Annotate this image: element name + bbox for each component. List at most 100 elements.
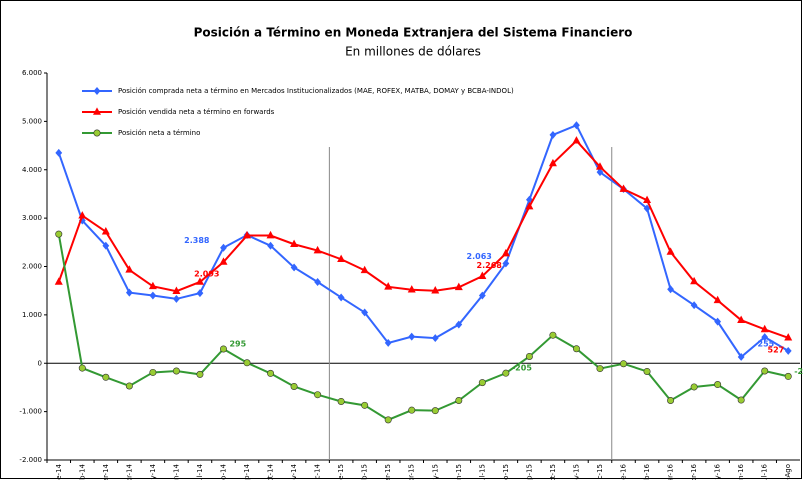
marker [337, 397, 345, 405]
x-tick-label: May-16 [714, 463, 722, 480]
marker [55, 230, 63, 238]
x-tick-label: Abr-15 [408, 464, 416, 480]
marker [195, 277, 204, 285]
marker [737, 315, 746, 323]
marker [172, 286, 181, 294]
marker [643, 367, 651, 375]
marker [455, 396, 463, 404]
y-tick-label: 5.000 [22, 117, 42, 125]
x-tick-label: Ene-15 [337, 464, 345, 480]
marker [101, 227, 110, 235]
legend-label: Posición comprada neta a término en Merc… [118, 87, 514, 95]
marker [267, 369, 275, 377]
marker [548, 158, 557, 167]
x-tick-label: Abr-16 [690, 463, 698, 480]
marker [760, 324, 769, 333]
marker [314, 391, 322, 399]
marker [596, 365, 604, 373]
marker [54, 277, 63, 285]
data-label: 527 [768, 345, 785, 354]
x-tick-label: Dic-15 [596, 464, 604, 480]
marker [595, 162, 604, 170]
marker [361, 308, 369, 317]
y-tick-label: 2.000 [22, 263, 42, 271]
marker [643, 204, 651, 213]
x-tick-label: Jul-15 [478, 464, 486, 480]
marker [784, 372, 792, 380]
marker [714, 381, 722, 389]
marker [93, 129, 101, 137]
marker [290, 239, 299, 248]
marker [337, 254, 346, 263]
marker [290, 263, 298, 272]
marker [761, 333, 769, 342]
marker [784, 333, 793, 341]
x-tick-label: Abr-14 [125, 463, 133, 480]
marker [92, 107, 102, 115]
legend-label: Posición neta a término [118, 129, 200, 137]
series-line [57, 123, 789, 359]
series-line [57, 233, 789, 421]
marker [549, 130, 557, 139]
data-label: -272 [794, 367, 803, 376]
marker [478, 291, 486, 300]
marker [78, 364, 86, 372]
x-tick-label: Sep-14 [243, 463, 251, 480]
data-label: 2.093 [194, 270, 219, 279]
marker [431, 407, 439, 415]
marker [243, 230, 252, 239]
marker [148, 281, 157, 290]
marker [431, 286, 440, 294]
x-tick-label: Jul-16 [761, 463, 769, 480]
chart-title: Posición a Término en Moneda Extranjera … [194, 26, 633, 40]
x-tick-label: Jun-16 [737, 463, 745, 480]
marker [549, 331, 557, 339]
marker [290, 382, 298, 390]
marker [572, 345, 580, 353]
marker [525, 201, 534, 210]
marker [384, 338, 392, 347]
data-label: -205 [512, 364, 532, 373]
marker [407, 285, 416, 293]
x-tick-label: Jul-14 [196, 463, 204, 480]
x-tick-label: Mar-15 [384, 464, 392, 480]
marker [55, 148, 63, 157]
marker [172, 367, 180, 375]
marker [690, 276, 699, 285]
marker [713, 295, 722, 304]
marker [761, 367, 769, 375]
marker [620, 360, 628, 368]
y-tick-label: 1.000 [22, 311, 42, 319]
y-tick-label: -1.000 [19, 408, 42, 416]
marker [78, 211, 87, 219]
x-tick-label: Oct-15 [549, 464, 557, 480]
data-label: 255 [758, 339, 775, 348]
marker [125, 382, 133, 390]
marker [454, 282, 463, 291]
marker [219, 345, 227, 353]
y-tick-label: 4.000 [22, 166, 42, 174]
marker [149, 368, 157, 376]
marker [337, 293, 345, 302]
marker [266, 230, 275, 239]
x-tick-label: Dic-14 [314, 463, 322, 480]
marker [501, 248, 510, 257]
legend-label: Posición vendida neta a término en forwa… [118, 108, 275, 116]
marker [173, 294, 180, 303]
series-line [57, 139, 789, 339]
marker [666, 247, 675, 255]
marker [102, 241, 110, 250]
data-label: 2.063 [467, 252, 492, 261]
marker [408, 406, 416, 414]
marker [384, 416, 392, 424]
marker [125, 288, 133, 297]
marker [196, 370, 204, 378]
marker [102, 373, 110, 381]
marker [93, 87, 101, 95]
marker [360, 265, 369, 274]
marker [619, 184, 628, 192]
x-tick-label: Ago-14 [219, 463, 227, 480]
marker [149, 291, 157, 300]
data-label: 2.268 [477, 261, 503, 270]
marker [573, 121, 580, 130]
